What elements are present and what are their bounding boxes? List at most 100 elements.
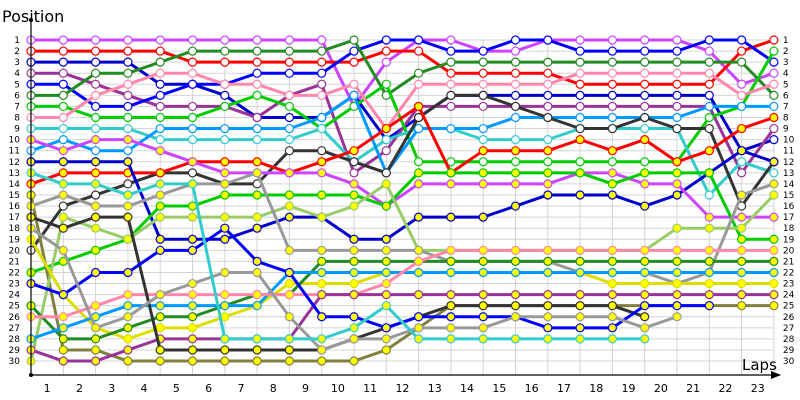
data-point xyxy=(769,168,779,178)
data-point xyxy=(187,356,198,366)
data-point xyxy=(478,146,488,156)
series-teal-filled xyxy=(26,168,650,344)
data-point xyxy=(640,168,650,178)
data-point xyxy=(607,301,618,311)
y-tick-label: 14 xyxy=(9,180,21,190)
data-point xyxy=(510,146,521,156)
x-tick-label: 8 xyxy=(270,382,277,395)
data-point xyxy=(58,323,68,333)
data-point xyxy=(543,312,553,322)
data-point xyxy=(381,267,391,278)
data-point xyxy=(769,46,779,56)
data-point xyxy=(672,179,682,189)
data-point xyxy=(446,46,456,56)
data-point xyxy=(446,212,456,222)
y-tick-label: 21 xyxy=(9,257,20,267)
data-point xyxy=(575,168,585,178)
data-point xyxy=(543,112,553,123)
series-blue-filled xyxy=(26,223,714,333)
data-point xyxy=(317,90,327,100)
data-point xyxy=(90,101,101,112)
data-point xyxy=(252,90,262,100)
data-point xyxy=(414,334,424,344)
data-point xyxy=(607,35,618,45)
data-point xyxy=(510,179,521,189)
data-point xyxy=(640,245,650,255)
y-tick-label: 11 xyxy=(9,147,20,157)
data-point xyxy=(187,323,198,333)
data-point xyxy=(252,68,262,78)
data-point xyxy=(414,68,424,78)
data-point xyxy=(736,90,747,100)
data-point xyxy=(672,245,682,255)
y-tick-label-right: 29 xyxy=(783,346,795,356)
data-point xyxy=(510,290,521,300)
data-point xyxy=(414,79,424,89)
data-point xyxy=(317,46,327,56)
data-point xyxy=(769,90,779,100)
y-tick-label-right: 3 xyxy=(783,58,789,68)
data-point xyxy=(123,157,133,167)
data-point xyxy=(446,301,456,311)
data-point xyxy=(704,212,714,222)
data-point xyxy=(284,212,294,222)
data-point xyxy=(414,168,424,178)
data-point xyxy=(317,256,327,266)
data-point xyxy=(220,190,230,200)
y-tick-label-right: 16 xyxy=(783,202,795,212)
data-point xyxy=(769,278,779,289)
data-point xyxy=(123,90,133,100)
data-point xyxy=(414,323,424,333)
data-point xyxy=(220,57,230,67)
origin-dot xyxy=(29,373,33,377)
y-tick-label: 5 xyxy=(14,80,20,90)
data-point xyxy=(704,290,714,300)
data-point xyxy=(220,345,230,355)
data-point xyxy=(704,190,714,200)
data-point xyxy=(123,101,133,112)
data-point xyxy=(317,79,327,89)
data-point xyxy=(575,256,585,266)
data-point xyxy=(510,135,521,145)
data-point xyxy=(220,356,230,366)
data-point xyxy=(58,334,68,344)
data-point xyxy=(317,278,327,289)
series-lines xyxy=(26,35,779,366)
data-point xyxy=(575,57,585,67)
data-point xyxy=(672,57,682,67)
y-tick-label: 22 xyxy=(9,268,20,278)
data-point xyxy=(575,323,585,333)
data-point xyxy=(414,157,424,167)
data-point xyxy=(155,90,165,100)
data-point xyxy=(543,290,553,300)
data-point xyxy=(58,356,68,366)
data-point xyxy=(543,135,553,145)
y-tick-label: 7 xyxy=(14,102,20,112)
data-point xyxy=(187,278,198,289)
data-point xyxy=(252,190,262,200)
data-point xyxy=(220,179,230,189)
data-point xyxy=(187,245,198,255)
data-point xyxy=(123,201,133,211)
data-point xyxy=(252,356,262,366)
data-point xyxy=(58,223,68,233)
data-point xyxy=(769,212,779,222)
data-point xyxy=(349,334,359,344)
y-tick-label: 2 xyxy=(14,47,20,57)
data-point xyxy=(90,301,101,311)
data-point xyxy=(672,256,682,266)
data-point xyxy=(672,223,682,233)
data-point xyxy=(187,112,198,123)
data-point xyxy=(736,301,747,311)
data-point xyxy=(575,79,585,89)
data-point xyxy=(704,101,714,112)
data-point xyxy=(220,123,230,134)
x-tick-label: 12 xyxy=(395,382,409,395)
y-tick-label-right: 23 xyxy=(783,280,794,290)
grid-lines xyxy=(30,39,775,375)
data-point xyxy=(414,312,424,322)
data-point xyxy=(187,212,198,222)
data-point xyxy=(90,223,101,233)
data-point xyxy=(704,90,714,100)
x-axis-title: Laps xyxy=(742,356,777,374)
